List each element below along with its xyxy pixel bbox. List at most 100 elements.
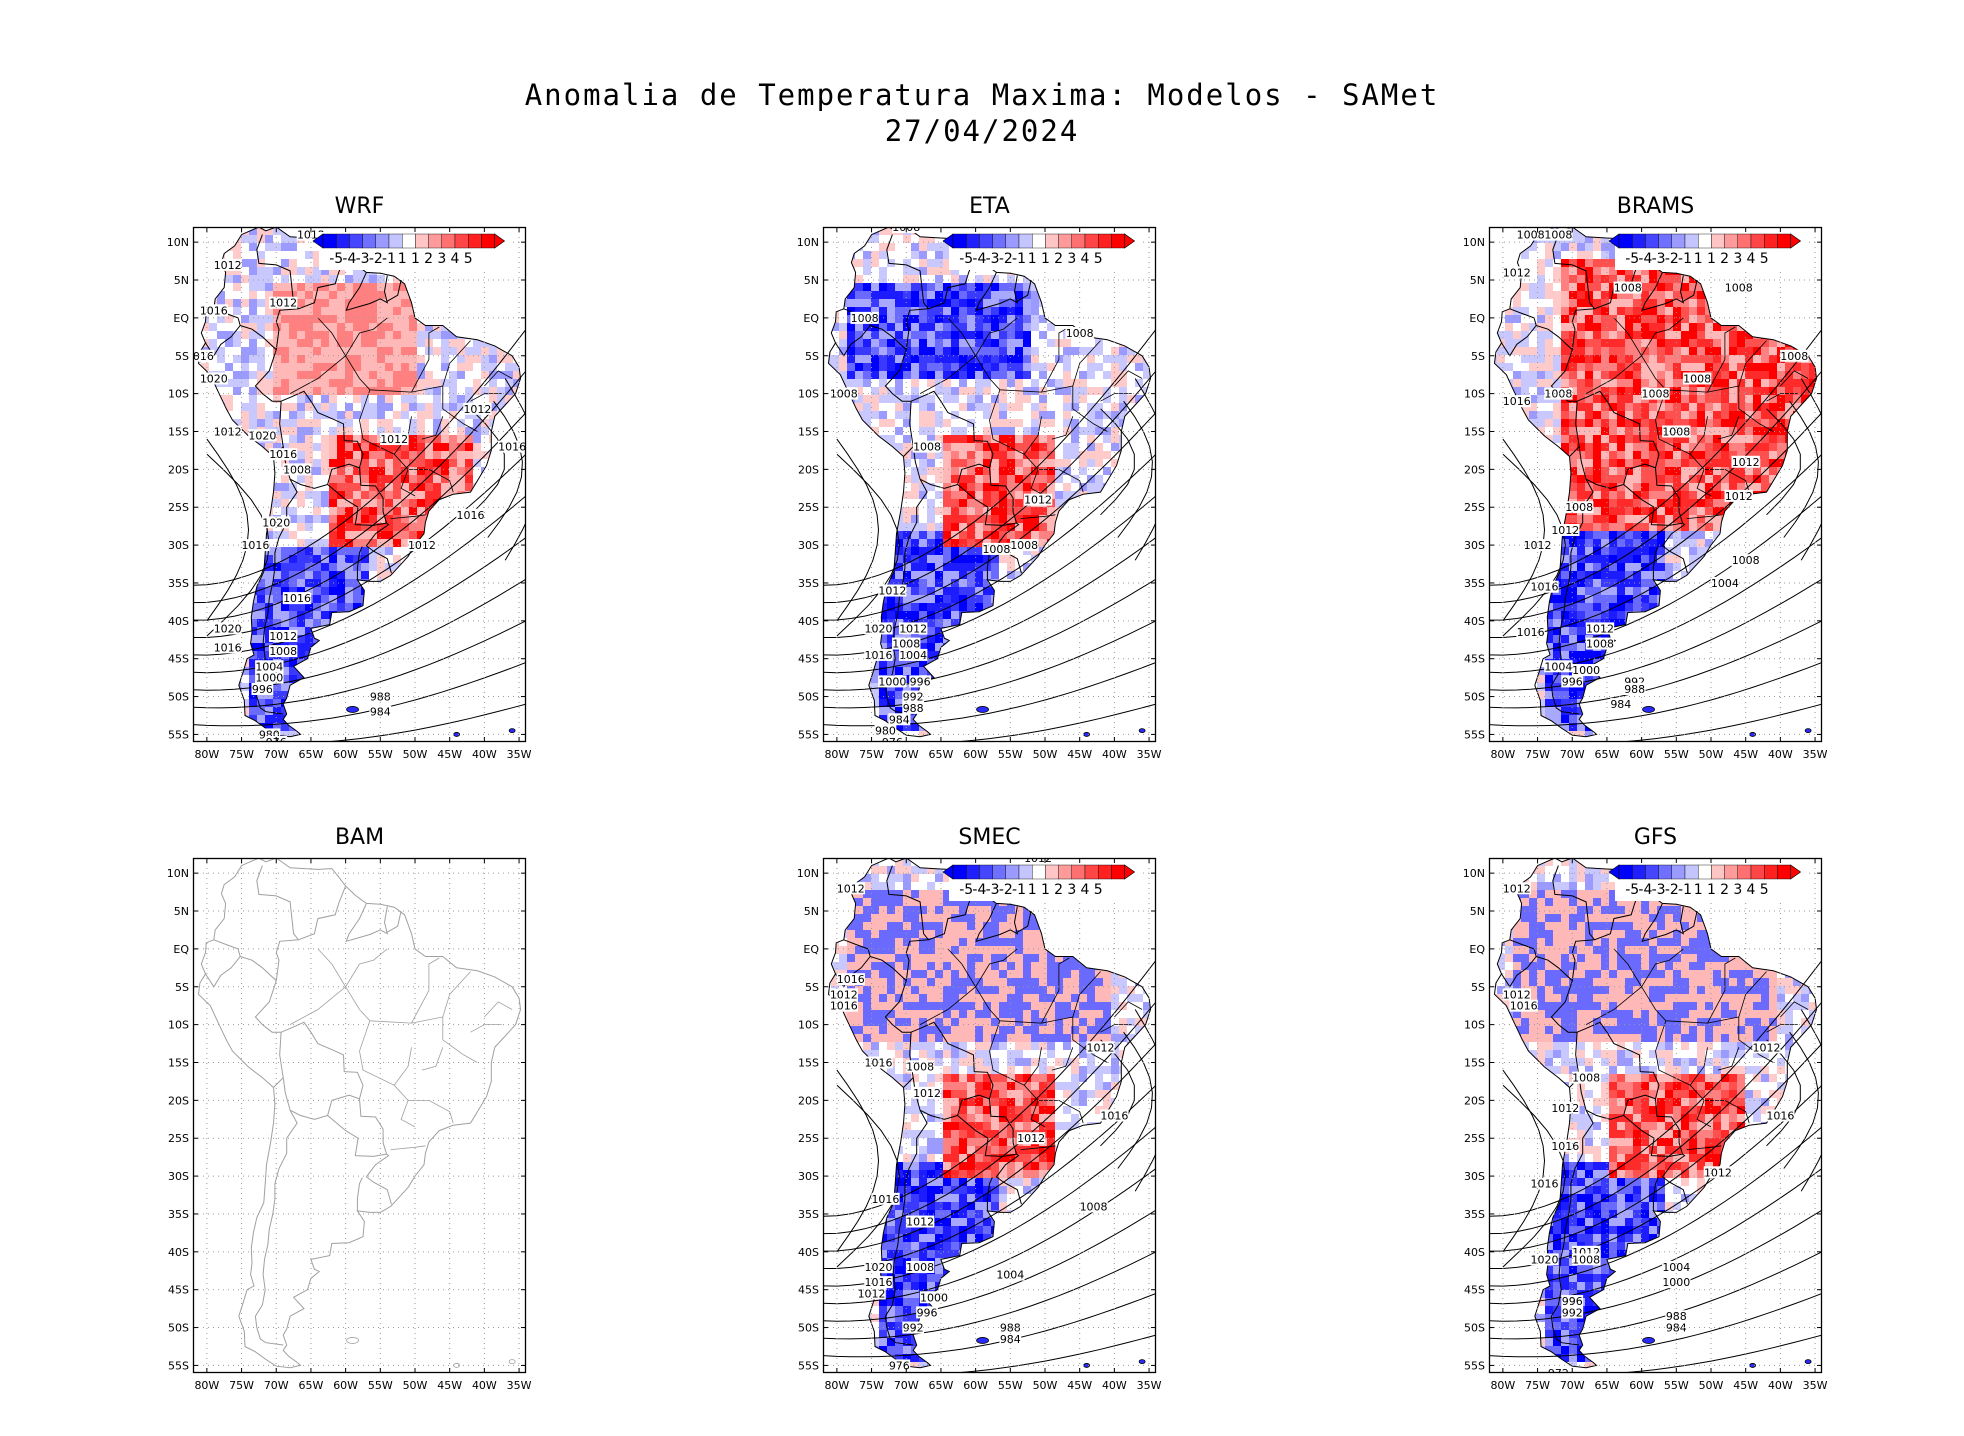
lat-tick-label: 25S: [168, 501, 189, 514]
colorbar-tick-label: -3: [356, 251, 370, 267]
colorbar-tick-label: -4: [1638, 251, 1652, 267]
lon-tick-label: 70W: [894, 1379, 919, 1392]
state-border: [975, 986, 1073, 1024]
isobar-label: 1008: [912, 440, 942, 454]
lat-tick-label: 40S: [168, 1246, 189, 1259]
lat-tick-label: 15S: [168, 425, 189, 438]
state-border: [1780, 1001, 1809, 1018]
state-border: [1717, 416, 1740, 440]
isobar-label: 1016: [1530, 1177, 1559, 1191]
colorbar-tick-label: 4: [1747, 882, 1756, 898]
colorbar-tick-label: -5: [959, 882, 973, 898]
isobar-label: 1016: [241, 539, 270, 552]
figure-title: Anomalia de Temperatura Maxima: Modelos …: [524, 78, 1440, 112]
isobar-label: 1016: [1100, 1109, 1129, 1123]
isobar-line: [193, 620, 526, 709]
colorbar-tick-label: -1: [1678, 251, 1692, 267]
colorbar-legend: -5 -4 -3 -2 -1 1 1 2 3 4 5: [1608, 232, 1807, 270]
lat-tick-label: 45S: [1464, 653, 1485, 666]
lon-tick-label: 60W: [1629, 748, 1654, 761]
lon-tick-label: 45W: [1733, 748, 1758, 761]
isobar-label: 1016: [1530, 580, 1559, 594]
state-border: [411, 326, 440, 393]
isobar-label: 1008: [982, 542, 1011, 556]
lon-tick-label: 70W: [264, 1379, 289, 1392]
lat-tick-label: 30S: [798, 1170, 819, 1183]
state-border: [1613, 948, 1684, 988]
isobar-line: [1766, 408, 1801, 516]
country-border: [999, 906, 1019, 935]
state-border: [1041, 326, 1070, 393]
lat-tick-label: 10N: [1463, 867, 1485, 880]
isobar-label: 996: [251, 682, 274, 696]
svg-text:1020: 1020: [200, 372, 228, 385]
state-border: [1020, 1145, 1056, 1150]
lat-tick-label: 35S: [168, 1208, 189, 1221]
colorbar-tick-label: -3: [1652, 251, 1666, 267]
lat-tick-label: 50S: [1464, 1322, 1485, 1335]
state-border: [421, 416, 444, 440]
lat-tick-label: 5S: [805, 981, 819, 994]
isobar-label: 976: [888, 1359, 911, 1372]
country-border: [1652, 1177, 1659, 1211]
anomaly-field: [1494, 227, 1817, 737]
isobar-line: [1489, 1251, 1822, 1340]
lat-tick-label: EQ: [803, 943, 819, 956]
isobar-line: [1489, 1126, 1822, 1287]
svg-text:1016: 1016: [186, 350, 214, 363]
isobar-label: 1008: [850, 311, 879, 325]
isobar-line: [504, 378, 526, 561]
isobar-line: [823, 1293, 1156, 1358]
country-border: [995, 1153, 1022, 1205]
isobar-label: 1012: [1023, 493, 1053, 507]
state-border: [1738, 971, 1767, 1018]
isobar-label: 1016: [268, 448, 298, 461]
lon-tick-label: 40W: [1768, 748, 1793, 761]
isobar-label: 1016: [829, 999, 859, 1013]
state-border: [345, 355, 443, 393]
isobar-label: 1012: [1086, 1041, 1115, 1054]
colorbar-tick-label: -1: [1012, 251, 1026, 267]
svg-text:1012: 1012: [214, 425, 242, 438]
isobar-line: [1766, 1039, 1801, 1147]
isobar-label: 1012: [407, 539, 437, 552]
colorbar-tick-label: 1: [398, 251, 407, 267]
colorbar-tick-label: 1: [1028, 882, 1037, 898]
lat-tick-label: 15S: [168, 1056, 189, 1069]
colorbar-tick-label: 1: [1694, 251, 1703, 267]
map-panel-wrf: 1012 1012 1012 1016 1016 1020 1012 1012 1020 1016…: [167, 226, 532, 761]
colorbar-tick-label: 4: [1747, 251, 1756, 267]
lat-tick-label: 55S: [798, 1359, 819, 1372]
isobar-label: 1008: [1613, 281, 1642, 295]
lon-tick-label: 50W: [1033, 748, 1058, 761]
svg-text:1012: 1012: [214, 259, 242, 272]
lat-tick-label: 5S: [805, 350, 819, 363]
lat-tick-label: 25S: [798, 1132, 819, 1145]
country-border: [356, 546, 363, 580]
isobar-label: 996: [1561, 1295, 1584, 1308]
isobar-label: 1012: [1502, 266, 1531, 279]
lat-tick-label: 55S: [1464, 728, 1485, 741]
state-border: [411, 957, 440, 1024]
isobar-label: 1016: [282, 592, 312, 605]
isobar-line: [823, 1043, 1156, 1252]
country-border: [986, 1177, 993, 1211]
colorbar-tick-label: 1: [1041, 251, 1050, 267]
svg-text:1016: 1016: [457, 509, 485, 522]
country-border: [910, 390, 994, 489]
map-panel-eta: 1008100810081008100810121008100810121020…: [797, 226, 1162, 761]
lat-tick-label: 35S: [168, 577, 189, 590]
state-border: [400, 469, 416, 497]
isobar-label: 1016: [456, 508, 485, 522]
colorbar-tick-label: -2: [369, 251, 383, 267]
isobar-label: 1008: [282, 463, 312, 476]
state-border: [1072, 386, 1108, 432]
isobar-label: 1016: [836, 973, 865, 986]
isobar-label: 984: [1609, 698, 1632, 711]
lon-tick-label: 65W: [299, 1379, 324, 1392]
country-border: [369, 906, 389, 935]
lat-tick-label: 45S: [168, 1284, 189, 1297]
lat-tick-label: 45S: [168, 653, 189, 666]
state-border: [317, 948, 388, 988]
lon-tick-label: 75W: [859, 1379, 884, 1392]
